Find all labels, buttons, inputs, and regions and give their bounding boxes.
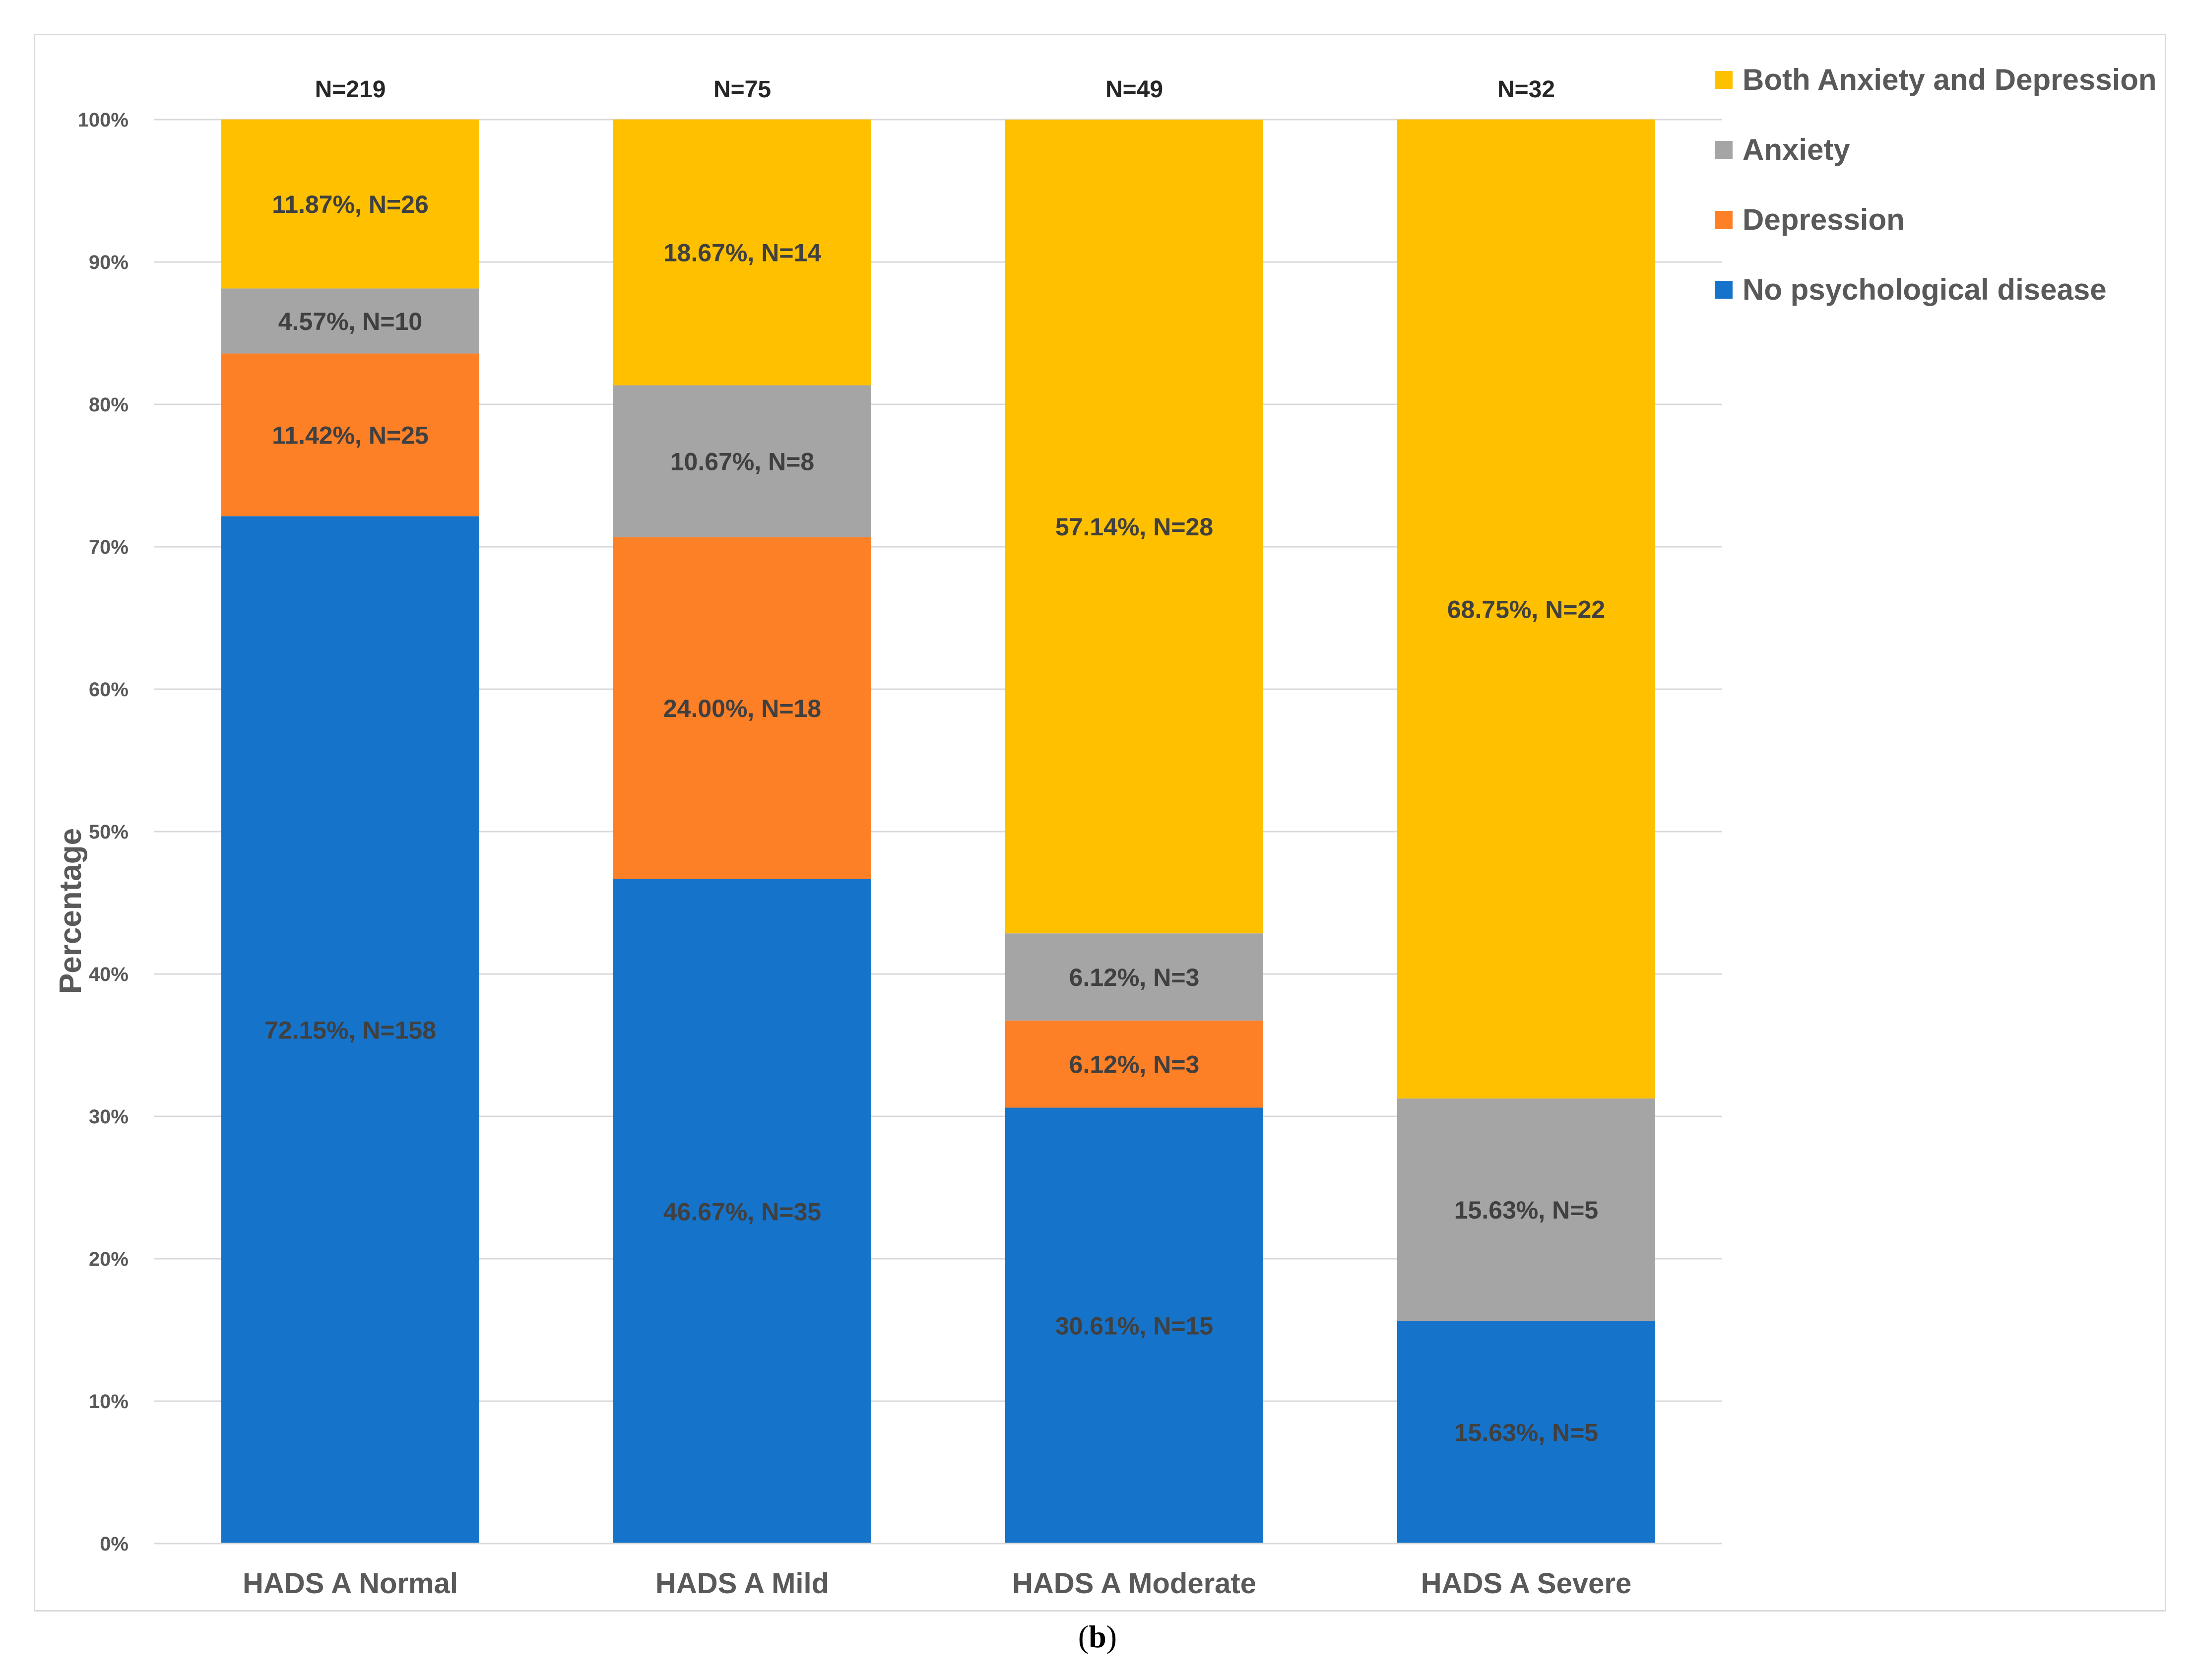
bar-total-label: N=49 bbox=[1105, 76, 1163, 103]
bar-segment bbox=[1005, 933, 1263, 1021]
y-tick-label: 80% bbox=[89, 394, 129, 416]
data-label: 4.57%, N=10 bbox=[278, 308, 422, 335]
bar-segment bbox=[1005, 1107, 1263, 1544]
bar-total-label: N=32 bbox=[1497, 76, 1555, 103]
bar-segment bbox=[1005, 120, 1263, 934]
y-tick-label: 60% bbox=[89, 679, 129, 701]
legend-label: Both Anxiety and Depression bbox=[1743, 63, 2157, 96]
bar-segment bbox=[613, 537, 871, 879]
y-tick-label: 70% bbox=[89, 536, 129, 558]
y-axis-title: Percentage bbox=[54, 828, 88, 994]
data-label: 57.14%, N=28 bbox=[1055, 513, 1213, 541]
y-tick-label: 10% bbox=[89, 1391, 129, 1413]
bar-segment bbox=[613, 879, 871, 1544]
legend-label: Depression bbox=[1743, 203, 1905, 236]
stacked-bar-chart: 72.15%, N=158 11.42%, N=25 4.57%, N=10 11.8… bbox=[54, 63, 2157, 1600]
bar-segment bbox=[1005, 1020, 1263, 1108]
x-tick-label: HADS A Moderate bbox=[1012, 1567, 1256, 1600]
data-label: 10.67%, N=8 bbox=[670, 448, 814, 476]
y-tick-label: 40% bbox=[89, 964, 129, 985]
legend-swatch bbox=[1715, 141, 1733, 159]
bar-total-label: N=219 bbox=[315, 76, 386, 103]
chart-frame: 72.15%, N=158 11.42%, N=25 4.57%, N=10 11.8… bbox=[34, 34, 2166, 1612]
data-label: 72.15%, N=158 bbox=[264, 1017, 436, 1044]
data-label: 6.12%, N=3 bbox=[1069, 964, 1200, 991]
figure-caption: (b) bbox=[1078, 1619, 1117, 1654]
y-tick-label: 90% bbox=[89, 252, 129, 273]
x-tick-label: HADS A Normal bbox=[243, 1567, 458, 1600]
legend: Both Anxiety and Depression Anxiety Depres… bbox=[1715, 63, 2157, 306]
data-label: 18.67%, N=14 bbox=[663, 239, 821, 267]
legend-swatch bbox=[1715, 281, 1733, 299]
data-label: 46.67%, N=35 bbox=[663, 1198, 821, 1226]
x-tick-label: HADS A Mild bbox=[655, 1567, 829, 1600]
data-label: 11.42%, N=25 bbox=[272, 421, 429, 449]
bar-segment bbox=[221, 288, 479, 354]
bar-total-label: N=75 bbox=[713, 76, 771, 103]
bars bbox=[221, 119, 1655, 1544]
bar-segment bbox=[1397, 119, 1655, 1098]
bar-segment bbox=[221, 119, 479, 289]
data-label: 68.75%, N=22 bbox=[1447, 595, 1605, 623]
bar-segment bbox=[613, 385, 871, 537]
data-label: 15.63%, N=5 bbox=[1454, 1419, 1598, 1447]
data-label: 15.63%, N=5 bbox=[1454, 1196, 1598, 1224]
y-tick-label: 50% bbox=[89, 821, 129, 843]
data-label: 30.61%, N=15 bbox=[1055, 1312, 1213, 1340]
y-tick-label: 20% bbox=[89, 1248, 129, 1270]
bar-segment bbox=[221, 516, 479, 1544]
y-tick-label: 0% bbox=[100, 1533, 129, 1555]
bar-segment bbox=[1397, 1321, 1655, 1544]
legend-label: Anxiety bbox=[1743, 133, 1850, 166]
bar-segment bbox=[613, 119, 871, 386]
data-label: 24.00%, N=18 bbox=[663, 695, 821, 722]
legend-swatch bbox=[1715, 211, 1733, 229]
axes: 0% 10% 20% 30% 40% 50% 60% 70% 80% 90% 100% HADS A … bbox=[78, 109, 1722, 1600]
data-labels: 72.15%, N=158 11.42%, N=25 4.57%, N=10 11.8… bbox=[264, 76, 1605, 1447]
legend-label: No psychological disease bbox=[1743, 273, 2107, 306]
legend-swatch bbox=[1715, 71, 1733, 89]
data-label: 6.12%, N=3 bbox=[1069, 1051, 1200, 1079]
y-tick-label: 100% bbox=[78, 109, 129, 131]
y-tick-label: 30% bbox=[89, 1106, 129, 1128]
x-tick-label: HADS A Severe bbox=[1421, 1567, 1631, 1600]
bar-segment bbox=[1397, 1098, 1655, 1321]
data-label: 11.87%, N=26 bbox=[272, 191, 429, 218]
bar-segment bbox=[221, 353, 479, 517]
